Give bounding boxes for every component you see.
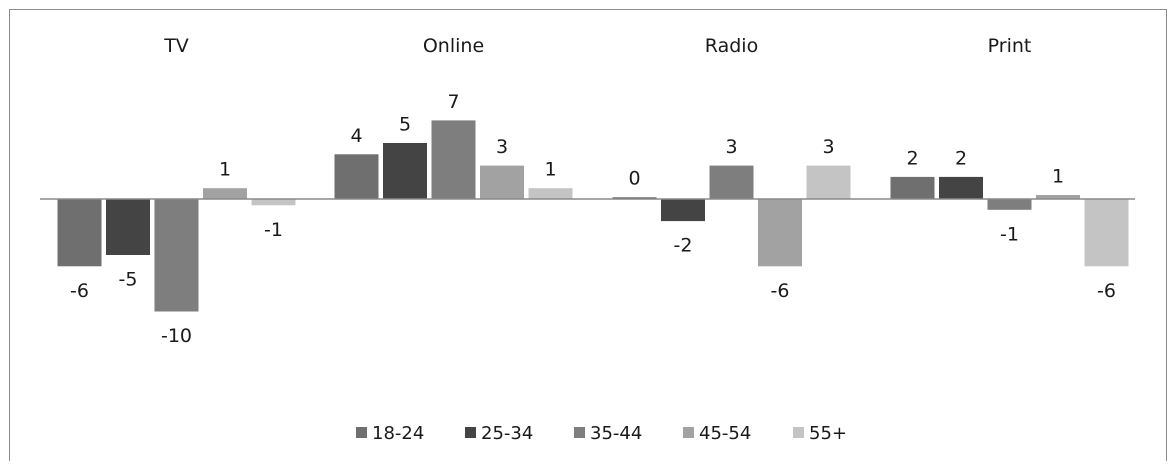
bar-print-18-24 [889, 175, 936, 200]
value-label-tv-45-54: 1 [219, 159, 231, 181]
bar-online-25-34 [382, 142, 428, 200]
legend-label-45-54: 45-54 [699, 423, 751, 444]
legend-label-25-34: 25-34 [481, 423, 533, 444]
category-label-print: Print [988, 35, 1032, 57]
value-label-tv-55+: -1 [264, 219, 283, 241]
value-label-radio-55+: 3 [822, 136, 834, 158]
value-label-print-35-44: -1 [1000, 223, 1019, 245]
value-label-online-18-24: 4 [350, 125, 362, 147]
value-label-tv-35-44: -10 [161, 325, 192, 347]
value-label-print-45-54: 1 [1052, 165, 1064, 187]
bar-radio-55+ [805, 164, 852, 200]
bar-tv-18-24 [56, 198, 103, 268]
bar-radio-35-44 [708, 164, 755, 200]
bar-tv-25-34 [105, 198, 151, 256]
value-label-online-35-44: 7 [447, 91, 459, 113]
value-labels: -6 -5 -10 1 -1 4 5 7 3 1 0 -2 3 -6 3 2 2 -1 1 -6 [70, 91, 1116, 347]
value-label-online-25-34: 5 [399, 114, 411, 136]
value-label-print-25-34: 2 [955, 147, 967, 169]
legend-swatch-35-44 [574, 427, 585, 438]
bar-online-35-44 [430, 119, 477, 200]
legend-label-55+: 55+ [809, 423, 847, 444]
value-label-print-18-24: 2 [906, 147, 918, 169]
value-label-online-45-54: 3 [496, 136, 508, 158]
bar-print-55+ [1083, 198, 1130, 268]
bar-online-45-54 [479, 164, 525, 200]
value-label-tv-18-24: -6 [70, 280, 89, 302]
category-label-online: Online [423, 35, 484, 57]
category-label-tv: TV [163, 35, 189, 57]
legend-label-18-24: 18-24 [372, 423, 424, 444]
bar-tv-35-44 [153, 198, 200, 313]
chart-frame [9, 9, 1167, 461]
value-label-tv-25-34: -5 [119, 269, 138, 291]
bar-tv-55+ [250, 198, 297, 207]
bars [56, 119, 1130, 313]
value-label-radio-18-24: 0 [628, 168, 640, 190]
bar-online-18-24 [333, 153, 380, 200]
category-labels: TV Online Radio Print [163, 35, 1031, 57]
bar-print-35-44 [986, 198, 1033, 211]
bar-radio-45-54 [757, 198, 803, 268]
bar-radio-25-34 [660, 198, 706, 223]
value-label-radio-45-54: -6 [771, 280, 790, 302]
bar-tv-45-54 [202, 187, 248, 200]
value-label-online-55+: 1 [544, 159, 556, 181]
legend-swatch-25-34 [465, 427, 476, 438]
value-label-radio-35-44: 3 [725, 136, 737, 158]
legend-swatch-18-24 [356, 427, 367, 438]
value-label-print-55+: -6 [1097, 280, 1116, 302]
bar-online-55+ [527, 187, 574, 200]
category-label-radio: Radio [705, 35, 758, 57]
legend-label-35-44: 35-44 [590, 423, 642, 444]
legend: 18-24 25-34 35-44 45-54 55+ [356, 423, 847, 444]
legend-swatch-55+ [793, 427, 804, 438]
bar-print-25-34 [938, 175, 984, 200]
legend-swatch-45-54 [683, 427, 694, 438]
value-label-radio-25-34: -2 [674, 235, 693, 257]
